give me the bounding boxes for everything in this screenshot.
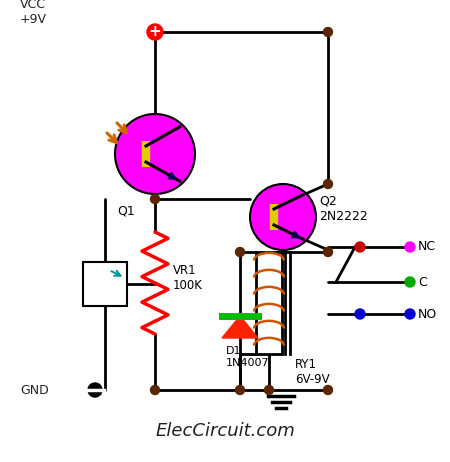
Circle shape	[324, 385, 333, 395]
Text: VCC
+9V: VCC +9V	[20, 0, 47, 26]
Text: D1
1N4007: D1 1N4007	[226, 346, 270, 368]
Circle shape	[115, 114, 195, 194]
FancyBboxPatch shape	[256, 252, 282, 354]
Polygon shape	[222, 316, 258, 338]
Text: NC: NC	[418, 241, 436, 254]
Text: Q1: Q1	[117, 204, 135, 217]
Circle shape	[88, 383, 102, 397]
Text: Q2
2N2222: Q2 2N2222	[319, 195, 368, 223]
Circle shape	[235, 385, 244, 395]
Circle shape	[147, 24, 163, 40]
FancyBboxPatch shape	[83, 262, 127, 306]
Circle shape	[355, 309, 365, 319]
Text: GND: GND	[20, 383, 49, 396]
Text: VR1
100K: VR1 100K	[173, 264, 203, 292]
Circle shape	[324, 28, 333, 36]
Text: NO: NO	[418, 308, 437, 321]
Text: ElecCircuit.com: ElecCircuit.com	[155, 422, 295, 440]
Circle shape	[150, 385, 159, 395]
Circle shape	[150, 195, 159, 203]
Circle shape	[150, 28, 159, 36]
Circle shape	[405, 277, 415, 287]
Text: +: +	[148, 24, 162, 39]
Circle shape	[324, 248, 333, 256]
Circle shape	[265, 385, 274, 395]
Circle shape	[405, 309, 415, 319]
Circle shape	[250, 184, 316, 250]
Circle shape	[355, 242, 365, 252]
Circle shape	[405, 242, 415, 252]
Circle shape	[324, 180, 333, 188]
Text: RY1
6V-9V: RY1 6V-9V	[295, 358, 329, 386]
Text: C: C	[418, 275, 427, 288]
Circle shape	[235, 248, 244, 256]
